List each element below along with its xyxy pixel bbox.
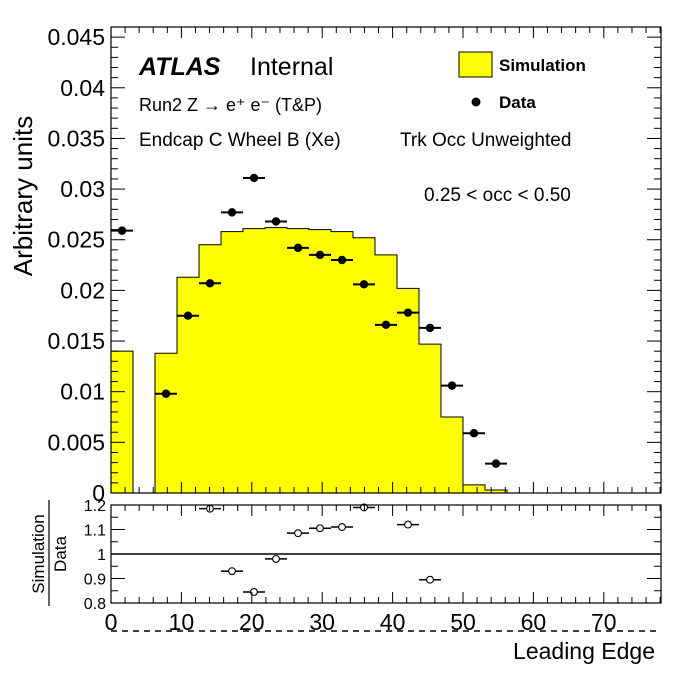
main-y-tick-label: 0.04 bbox=[60, 75, 105, 101]
data-point bbox=[293, 243, 303, 253]
main-y-tick-label: 0.02 bbox=[60, 277, 105, 303]
simulation-bin bbox=[397, 288, 419, 493]
main-y-tick-label: 0.035 bbox=[47, 125, 105, 151]
simulation-bin bbox=[463, 484, 485, 493]
x-tick-label: 20 bbox=[239, 609, 265, 635]
data-point bbox=[469, 429, 479, 438]
annotation-occupancy-range: 0.25 < occ < 0.50 bbox=[424, 185, 571, 206]
main-y-tick-label: 0 bbox=[92, 480, 105, 506]
simulation-bin bbox=[287, 228, 309, 494]
simulation-bin bbox=[331, 231, 353, 494]
main-y-tick-label: 0.005 bbox=[47, 429, 105, 455]
ratio-point bbox=[228, 567, 236, 576]
y-axis-label: Arbitrary units bbox=[8, 116, 38, 276]
data-point bbox=[315, 250, 325, 260]
data-points bbox=[111, 173, 507, 468]
main-y-tick-labels: 0 0.005 0.01 0.015 0.02 0.025 0.03 0.035 0.04 0.0… bbox=[47, 24, 105, 506]
main-y-tick-label: 0.025 bbox=[47, 227, 105, 253]
ratio-point bbox=[338, 523, 346, 531]
main-y-tick-label: 0.01 bbox=[60, 379, 105, 405]
ratio-y-axis-label: Simulation Data bbox=[29, 500, 70, 606]
simulation-histogram bbox=[110, 227, 508, 494]
legend-simulation-swatch bbox=[458, 51, 493, 78]
legend-data-marker bbox=[471, 97, 481, 107]
data-point bbox=[205, 279, 215, 288]
data-point bbox=[359, 280, 369, 289]
main-y-tick-label: 0.03 bbox=[60, 176, 105, 202]
data-point bbox=[183, 311, 193, 320]
ratio-axis-ticks bbox=[110, 504, 661, 604]
legend-data-label: Data bbox=[499, 93, 536, 112]
simulation-bin bbox=[309, 229, 331, 493]
simulation-bin bbox=[353, 237, 375, 493]
simulation-bin bbox=[419, 344, 441, 493]
simulation-bin bbox=[155, 353, 177, 493]
data-point bbox=[249, 173, 259, 183]
ratio-points bbox=[199, 503, 441, 596]
ratio-label-denominator: Data bbox=[51, 536, 70, 572]
ratio-y-tick-labels: 0.8 0.9 1 1.1 1.2 bbox=[84, 498, 106, 613]
simulation-bin bbox=[111, 351, 133, 493]
ratio-y-tick-label: 1.2 bbox=[84, 498, 106, 515]
annotation-region: Endcap C Wheel B (Xe) bbox=[139, 130, 341, 151]
data-point bbox=[337, 255, 347, 265]
data-point bbox=[271, 217, 281, 226]
data-point bbox=[447, 381, 457, 390]
data-point bbox=[161, 389, 171, 398]
data-point bbox=[425, 323, 435, 333]
ratio-point bbox=[404, 520, 412, 529]
simulation-bin bbox=[375, 254, 397, 493]
status-label: Internal bbox=[250, 53, 333, 81]
data-point bbox=[403, 308, 413, 317]
ratio-point bbox=[294, 529, 302, 538]
data-point bbox=[381, 320, 391, 330]
main-panel: 0 0.005 0.01 0.015 0.02 0.025 0.03 0.035 0.04 0.0… bbox=[8, 24, 662, 506]
legend-simulation-label: Simulation bbox=[499, 56, 586, 75]
ratio-y-tick-label: 1 bbox=[97, 547, 106, 564]
annotation-weighting: Trk Occ Unweighted bbox=[400, 130, 571, 151]
ratio-y-tick-label: 1.1 bbox=[84, 523, 106, 540]
ratio-label-numerator: Simulation bbox=[29, 514, 48, 593]
x-tick-label: 0 bbox=[105, 609, 118, 635]
simulation-bin bbox=[485, 489, 507, 493]
x-axis-label: Leading Edge bbox=[513, 638, 655, 664]
simulation-bin bbox=[441, 417, 463, 493]
data-point bbox=[491, 459, 501, 468]
simulation-bin bbox=[243, 228, 265, 494]
ratio-point bbox=[316, 524, 324, 533]
ratio-panel: 0.80.911.11.2 0 10 20 30 40 50 60 70 Simulation… bbox=[29, 498, 662, 664]
main-y-tick-label: 0.015 bbox=[47, 328, 105, 354]
legend: Simulation Data bbox=[458, 51, 586, 112]
experiment-label: ATLAS bbox=[138, 53, 221, 81]
data-point bbox=[227, 208, 237, 217]
simulation-bin bbox=[177, 277, 199, 493]
ratio-point bbox=[426, 575, 434, 584]
main-axis-ticks bbox=[110, 26, 661, 494]
x-tick-label: 70 bbox=[591, 609, 617, 635]
data-point bbox=[117, 226, 127, 235]
annotation-process: Run2 Z → e⁺ e⁻ (T&P) bbox=[139, 95, 322, 115]
ratio-point bbox=[272, 554, 280, 563]
simulation-bin bbox=[221, 231, 243, 494]
simulation-bin bbox=[199, 244, 221, 493]
simulation-outline bbox=[110, 227, 508, 494]
ratio-y-tick-label: 0.8 bbox=[84, 596, 106, 613]
ratio-y-tick-label: 0.9 bbox=[84, 572, 106, 589]
simulation-bin bbox=[265, 227, 287, 493]
main-y-tick-label: 0.045 bbox=[47, 24, 105, 50]
